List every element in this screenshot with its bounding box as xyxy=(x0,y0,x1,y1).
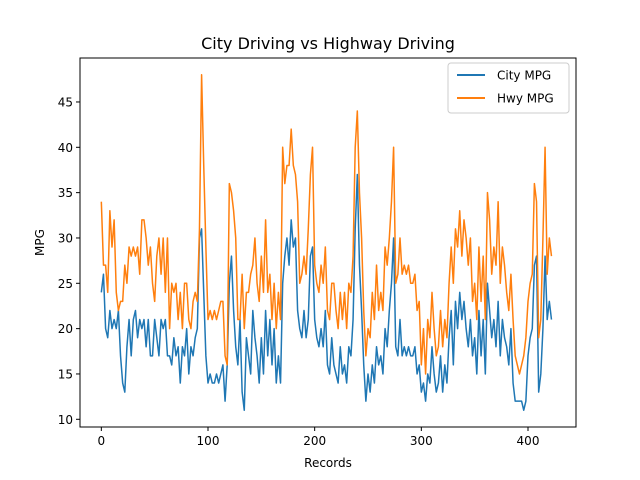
legend: City MPG Hwy MPG xyxy=(447,62,570,114)
chart-title: City Driving vs Highway Driving xyxy=(201,34,455,53)
legend-label-hwy-mpg: Hwy MPG xyxy=(497,92,554,106)
x-tick-label: 0 xyxy=(98,434,106,448)
y-tick-label: 25 xyxy=(58,277,73,291)
x-tick-label: 400 xyxy=(517,434,540,448)
x-tick-label: 300 xyxy=(410,434,433,448)
x-tick-label: 100 xyxy=(197,434,220,448)
y-tick-label: 30 xyxy=(58,231,73,245)
x-axis-label: Records xyxy=(304,456,352,470)
y-tick-label: 20 xyxy=(58,322,73,336)
y-tick-label: 45 xyxy=(58,95,73,109)
y-axis-label: MPG xyxy=(33,229,47,256)
y-tick-label: 35 xyxy=(58,186,73,200)
y-axis: 10 15 20 25 30 35 40 45 xyxy=(58,95,80,427)
y-tick-label: 10 xyxy=(58,413,73,427)
series-layer xyxy=(100,74,553,411)
y-tick-label: 40 xyxy=(58,141,73,155)
plot-frame xyxy=(79,57,577,428)
x-tick-label: 200 xyxy=(303,434,326,448)
series-line-city-mpg xyxy=(100,173,553,411)
x-axis: 0 100 200 300 400 xyxy=(98,427,540,448)
y-tick-label: 15 xyxy=(58,367,73,381)
legend-label-city-mpg: City MPG xyxy=(497,69,551,83)
series-line-hwy-mpg xyxy=(100,74,553,375)
